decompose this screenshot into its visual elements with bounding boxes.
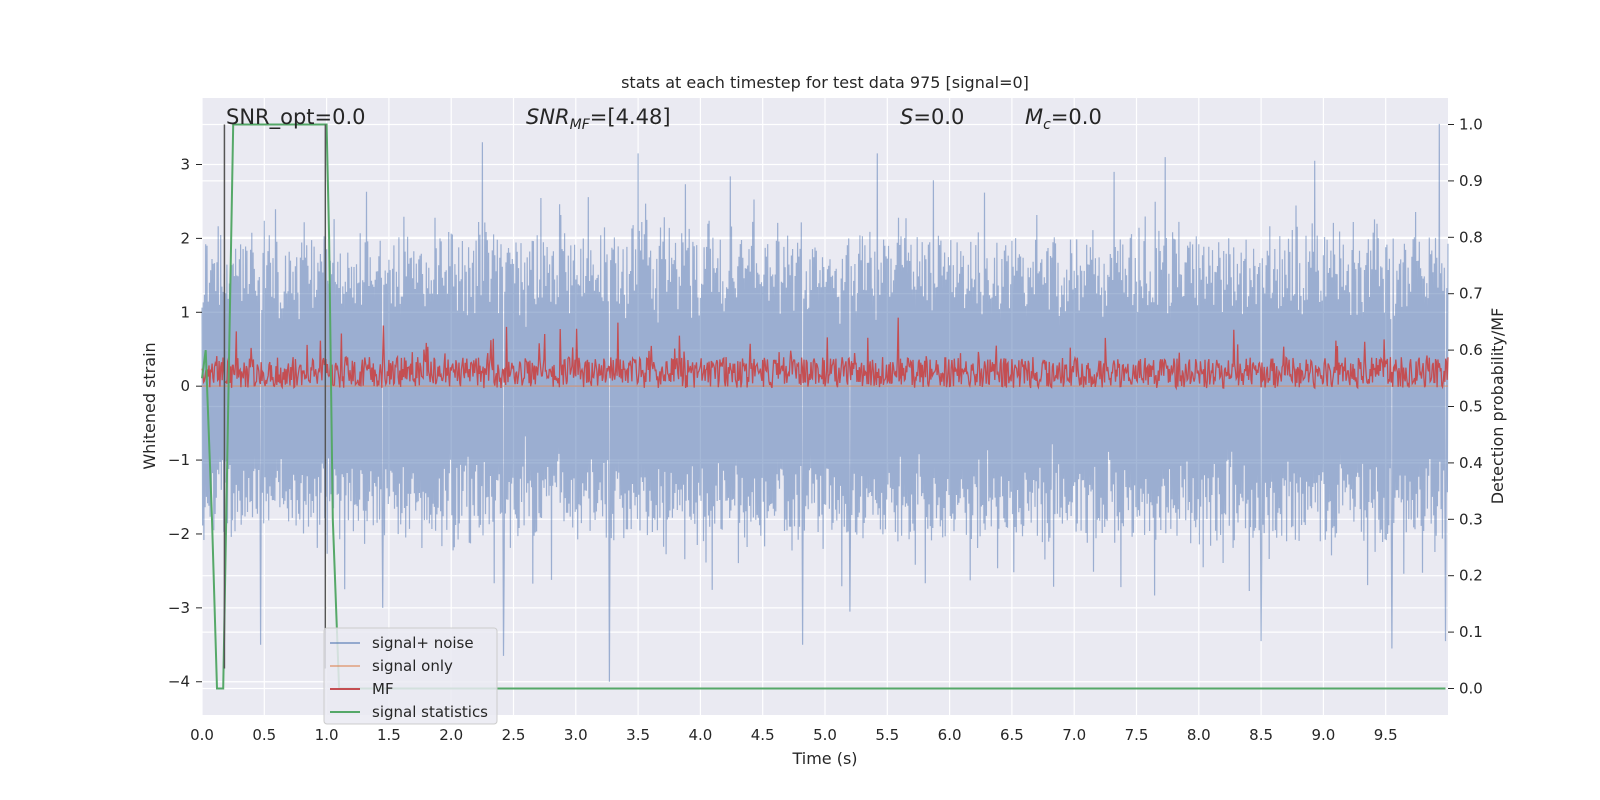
legend: signal+ noise signal only MF signal stat… (323, 627, 498, 725)
mc-sub: c (1043, 117, 1051, 133)
y-right-tick-label: 0.0 (1459, 679, 1483, 697)
y-right-tick-label: 0.8 (1459, 228, 1483, 246)
y-left-tick-label: −2 (168, 525, 190, 543)
x-tick-label: 2.0 (439, 726, 463, 744)
mc-value: =0.0 (1051, 105, 1102, 129)
y-right-axis-ticks: 1.0 0.9 0.8 0.7 0.6 0.5 0.4 0.3 0.2 0.1 0.0 (1448, 116, 1483, 697)
legend-label-signal-noise: signal+ noise (372, 634, 474, 652)
legend-label-signal-only: signal only (372, 657, 453, 675)
signal-statistics-line (201, 123, 1446, 690)
x-axis-ticks: 0.0 0.5 1.0 1.5 2.0 2.5 3.0 3.5 4.0 4.5 5.0 5.5 6.0 6… (190, 726, 1398, 744)
x-tick-label: 0.0 (190, 726, 214, 744)
x-tick-label: 2.5 (502, 726, 526, 744)
mc-sym: M (1025, 105, 1043, 129)
x-tick-label: 0.5 (252, 726, 276, 744)
x-tick-label: 4.5 (751, 726, 775, 744)
annotation-snr-opt: SNR_opt=0.0 (226, 105, 366, 130)
y-right-tick-label: 0.6 (1459, 341, 1483, 359)
x-tick-label: 1.0 (315, 726, 339, 744)
annotation-snr-mf: SNRMF=[4.48] (526, 105, 671, 133)
x-tick-label: 7.5 (1125, 726, 1149, 744)
y-right-tick-label: 0.3 (1459, 510, 1483, 528)
y-right-tick-label: 0.9 (1459, 172, 1483, 190)
y-right-tick-label: 0.7 (1459, 285, 1483, 303)
signal-noise-line (201, 123, 1449, 682)
x-tick-label: 8.0 (1187, 726, 1211, 744)
y-left-tick-label: 3 (180, 156, 190, 174)
y-left-tick-label: −3 (168, 599, 190, 617)
x-tick-label: 6.0 (938, 726, 962, 744)
y-right-axis-label: Detection probability/MF (1488, 308, 1507, 505)
y-left-tick-label: −4 (168, 673, 190, 691)
series-signal-noise (201, 123, 1449, 682)
annotation-mc: Mc=0.0 (1025, 105, 1102, 133)
series-markers (223, 124, 327, 669)
y-right-tick-label: 0.5 (1459, 398, 1483, 416)
snr-mf-base: SNR (526, 105, 570, 129)
mf-line (201, 317, 1449, 391)
x-tick-label: 9.5 (1374, 726, 1398, 744)
y-right-tick-label: 1.0 (1459, 116, 1483, 134)
snr-mf-value: =[4.48] (590, 105, 671, 129)
snr-mf-sub: MF (570, 117, 591, 133)
y-left-tick-label: 2 (180, 229, 190, 247)
y-right-tick-label: 0.1 (1459, 623, 1483, 641)
x-tick-label: 3.0 (564, 726, 588, 744)
series-mf (201, 317, 1449, 391)
y-left-tick-label: 0 (180, 377, 190, 395)
legend-box (323, 627, 498, 725)
x-tick-label: 3.5 (626, 726, 650, 744)
x-tick-label: 1.5 (377, 726, 401, 744)
x-tick-label: 8.5 (1249, 726, 1273, 744)
x-tick-label: 5.0 (813, 726, 837, 744)
y-left-tick-label: −1 (168, 451, 190, 469)
legend-label-mf: MF (372, 680, 394, 698)
x-tick-label: 5.5 (875, 726, 899, 744)
x-tick-label: 7.0 (1062, 726, 1086, 744)
y-left-axis-ticks: 3 2 1 0 −1 −2 −3 −4 (168, 156, 202, 691)
x-tick-label: 4.0 (688, 726, 712, 744)
legend-label-signal-statistics: signal statistics (372, 703, 488, 721)
y-right-tick-label: 0.2 (1459, 567, 1483, 585)
y-left-tick-label: 1 (180, 303, 190, 321)
x-axis-label: Time (s) (791, 749, 857, 768)
s-sym: S (900, 105, 913, 129)
y-right-tick-label: 0.4 (1459, 454, 1483, 472)
s-value: =0.0 (913, 105, 964, 129)
annotation-s: S=0.0 (900, 105, 964, 129)
series-signal-statistics (201, 123, 1446, 690)
y-left-axis-label: Whitened strain (140, 342, 159, 469)
x-tick-label: 9.0 (1311, 726, 1335, 744)
x-tick-label: 6.5 (1000, 726, 1024, 744)
chart-title: stats at each timestep for test data 975… (621, 73, 1029, 92)
